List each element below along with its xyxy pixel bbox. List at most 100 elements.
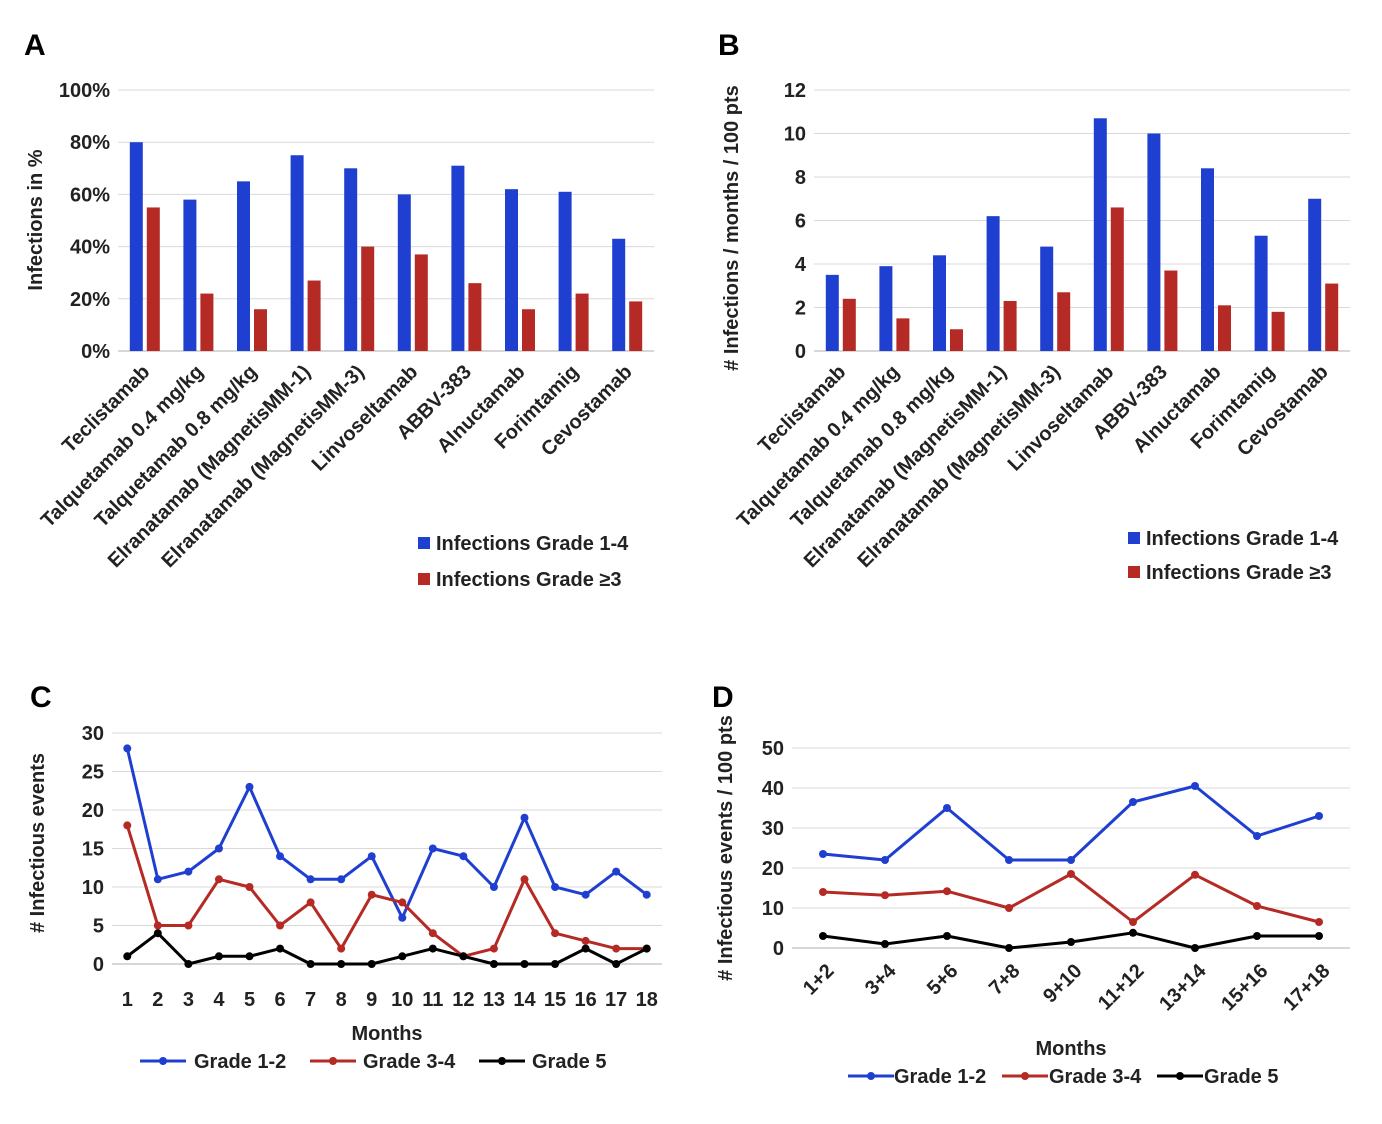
legend-label: Grade 3-4: [1049, 1066, 1142, 1088]
x-tick-label: 12: [452, 989, 474, 1011]
point-grade-5-17: [612, 960, 621, 968]
point-grade-1-2-13: [489, 883, 498, 891]
legend-marker-grade-1-2: [159, 1057, 167, 1065]
legend-swatch-infections-grade-3: [418, 573, 430, 585]
x-tick-label: 14: [513, 989, 536, 1011]
bar-infections-grade-3-abbv-383: [468, 283, 482, 351]
bar-infections-grade-1-4-elranatamab-magnetismm-3: [344, 168, 358, 351]
bar-infections-grade-3-forimtamig: [1271, 311, 1285, 351]
point-grade-1-2-3-4: [881, 856, 889, 864]
point-grade-1-2-2: [153, 875, 162, 884]
point-grade-1-2-7: [306, 875, 315, 884]
bar-infections-grade-1-4-talquetamab-0-8-mg-kg: [933, 255, 946, 351]
point-grade-1-2-9-10: [1067, 856, 1075, 864]
x-tick-label: 3: [183, 989, 194, 1011]
y-tick-label: 8: [795, 167, 806, 189]
bar-infections-grade-3-cevostamab: [1325, 283, 1339, 351]
point-grade-5-12: [459, 952, 468, 961]
x-tick-label: 3+4: [861, 959, 901, 999]
x-tick-label: 15: [544, 989, 566, 1011]
bar-infections-grade-1-4-forimtamig: [1254, 235, 1268, 351]
point-grade-5-9: [367, 960, 376, 968]
x-tick-label: 6: [274, 989, 285, 1011]
point-grade-3-4-17: [612, 944, 621, 953]
bar-infections-grade-3-linvoseltamab: [1110, 207, 1124, 351]
y-tick-label: 0: [93, 954, 104, 976]
y-tick-label: 12: [784, 80, 806, 102]
bar-infections-grade-1-4-talquetamab-0-4-mg-kg: [879, 266, 893, 351]
bar-infections-grade-3-talquetamab-0-4-mg-kg: [200, 293, 214, 351]
point-grade-3-4-2: [153, 921, 162, 930]
point-grade-3-4-11: [428, 929, 437, 938]
point-grade-1-2-6: [276, 852, 285, 861]
legend-label: Grade 1-2: [194, 1051, 286, 1073]
point-grade-3-4-16: [581, 936, 590, 945]
point-grade-5-11-12: [1129, 928, 1137, 937]
point-grade-1-2-18: [642, 890, 651, 899]
point-grade-5-1: [123, 952, 132, 961]
panel-label-d: D: [712, 681, 734, 714]
point-grade-3-4-15-16: [1253, 902, 1261, 910]
x-tick-label: 9+10: [1039, 960, 1086, 1007]
bar-infections-grade-1-4-forimtamig: [558, 191, 572, 351]
point-grade-5-3: [184, 960, 193, 968]
point-grade-5-9-10: [1067, 938, 1075, 946]
x-tick-label: 7: [305, 989, 316, 1011]
bar-infections-grade-3-elranatamab-magnetismm-3: [1057, 292, 1071, 351]
bar-infections-grade-1-4-abbv-383: [451, 165, 465, 351]
legend-label: Infections Grade 1-4: [436, 533, 629, 555]
x-tick-label: 13: [483, 989, 505, 1011]
bar-infections-grade-3-alnuctamab: [522, 309, 535, 351]
y-tick-label: 100%: [59, 80, 110, 102]
bar-infections-grade-3-abbv-383: [1164, 270, 1178, 351]
point-grade-3-4-11-12: [1129, 918, 1137, 926]
legend-label: Grade 3-4: [363, 1051, 456, 1073]
bar-infections-grade-1-4-linvoseltamab: [397, 194, 411, 351]
x-tick-label: 16: [574, 989, 596, 1011]
point-grade-5-17-18: [1315, 932, 1323, 940]
point-grade-3-4-5: [245, 883, 254, 891]
point-grade-3-4-7: [306, 898, 315, 907]
line-grade-5: [126, 931, 648, 966]
point-grade-5-2: [153, 929, 162, 938]
point-grade-1-2-15: [551, 883, 560, 891]
bar-infections-grade-1-4-teclistamab: [129, 142, 143, 351]
point-grade-5-4: [214, 952, 223, 961]
point-grade-3-4-13-14: [1191, 870, 1199, 879]
bar-infections-grade-3-elranatamab-magnetismm-1: [1003, 300, 1017, 351]
point-grade-1-2-5: [245, 782, 254, 791]
point-grade-3-4-9: [367, 890, 376, 899]
point-grade-5-6: [276, 944, 285, 953]
bar-infections-grade-1-4-cevostamab: [1308, 198, 1322, 351]
legend-swatch-infections-grade-1-4: [418, 537, 430, 549]
point-grade-5-13-14: [1191, 944, 1199, 952]
y-tick-label: 20%: [70, 289, 110, 311]
point-grade-3-4-10: [398, 898, 407, 907]
point-grade-1-2-14: [520, 813, 529, 822]
y-tick-label: 0%: [81, 341, 110, 363]
line-grade-1-2: [822, 784, 1320, 862]
legend-label: Infections Grade 1-4: [1146, 528, 1339, 550]
panel-label-a: A: [24, 29, 46, 62]
point-grade-1-2-17: [612, 867, 621, 876]
x-tick-label: 2: [152, 989, 163, 1011]
x-tick-label: 9: [366, 989, 377, 1011]
point-grade-3-4-13: [489, 944, 498, 953]
line-grade-3-4: [822, 872, 1320, 924]
x-tick-label: 18: [636, 989, 658, 1011]
bar-infections-grade-3-talquetamab-0-4-mg-kg: [896, 318, 910, 351]
x-axis-title: Months: [1035, 1038, 1106, 1060]
bar-infections-grade-3-alnuctamab: [1218, 305, 1231, 351]
point-grade-3-4-7-8: [1005, 904, 1013, 912]
x-tick-label: 15+16: [1217, 960, 1272, 1015]
point-grade-1-2-5-6: [943, 804, 951, 812]
y-tick-label: 20: [82, 800, 104, 822]
point-grade-3-4-6: [276, 921, 285, 930]
point-grade-5-11: [428, 944, 437, 953]
x-tick-label: 1+2: [799, 960, 839, 1000]
y-axis-title: # Infectious events / 100 pts: [715, 715, 737, 981]
bar-infections-grade-3-forimtamig: [575, 293, 589, 351]
point-grade-1-2-1-2: [819, 850, 827, 858]
x-tick-label: 8: [336, 989, 347, 1011]
point-grade-1-2-10: [398, 913, 407, 922]
